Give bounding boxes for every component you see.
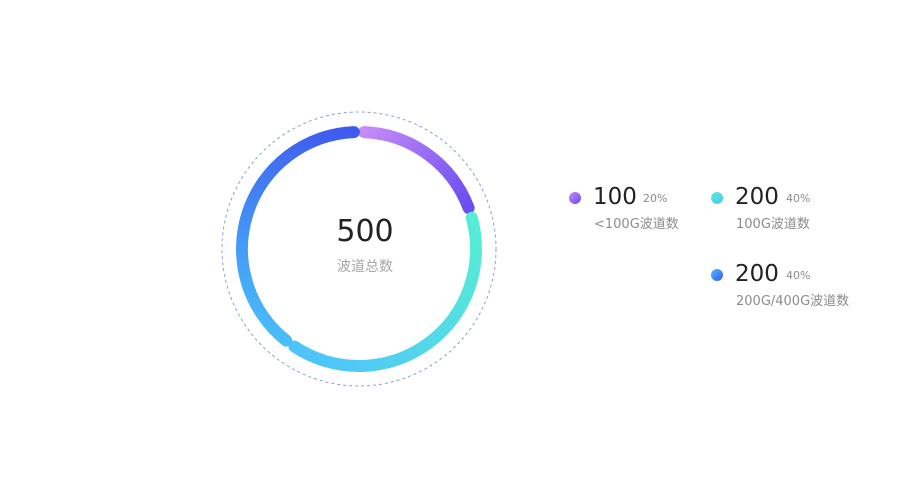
center-total-label: 波道总数 xyxy=(337,259,393,275)
legend-dot-icon xyxy=(711,192,723,204)
legend-dot-icon xyxy=(569,192,581,204)
legend-value: 200 xyxy=(735,261,779,287)
legend-name: 200G/400G波道数 xyxy=(736,294,850,309)
legend-percent: 40% xyxy=(786,192,811,205)
legend-name: <100G波道数 xyxy=(594,217,679,232)
donut-arcs xyxy=(236,126,482,372)
legend-value: 200 xyxy=(735,184,779,210)
arc-200g-400g xyxy=(236,126,360,347)
arc-lt100g xyxy=(358,126,475,215)
legend-name: 100G波道数 xyxy=(736,217,810,232)
legend-dot-icon xyxy=(711,269,723,281)
center-total-value: 500 xyxy=(336,214,394,249)
legend-percent: 20% xyxy=(643,192,668,205)
legend-percent: 40% xyxy=(786,269,811,282)
outer-dashed-ring xyxy=(221,111,497,387)
legend-value: 100 xyxy=(593,184,637,210)
arc-100g xyxy=(288,211,482,372)
